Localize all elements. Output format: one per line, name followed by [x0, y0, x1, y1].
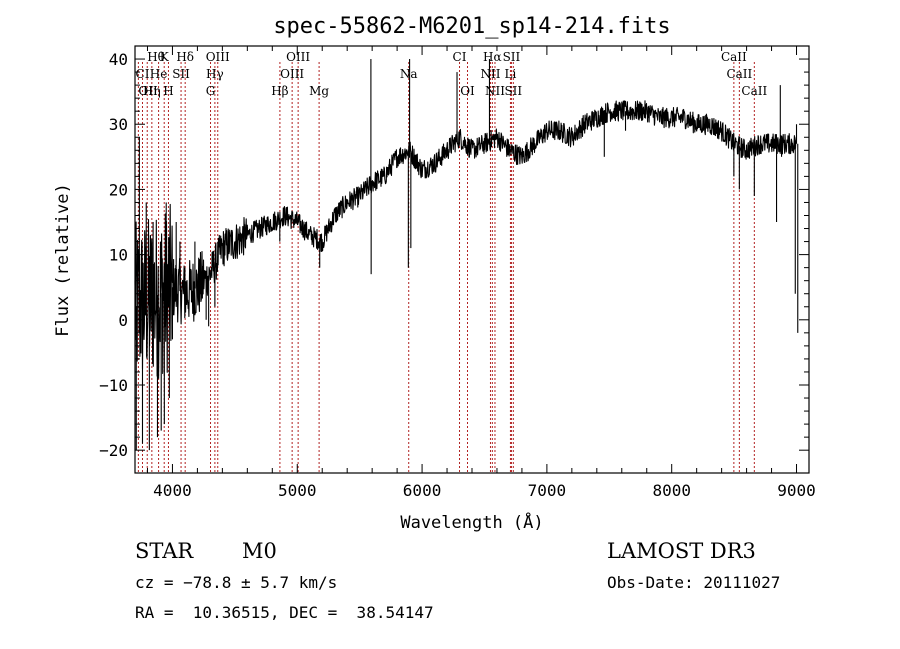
y-tick-label: 30 — [109, 115, 128, 134]
line-label: H — [163, 84, 173, 98]
redshift-value: cz = −78.8 ± 5.7 km/s — [135, 573, 338, 592]
line-label: NII — [480, 67, 500, 81]
line-label: Hη — [143, 84, 161, 98]
line-label: Hθ — [147, 50, 165, 64]
line-label: OII — [138, 84, 158, 98]
object-subclass: M0 — [242, 539, 277, 563]
y-tick-label: 0 — [118, 311, 128, 330]
line-label: OIII — [280, 67, 304, 81]
x-tick-label: 8000 — [652, 481, 691, 500]
observation-date: Obs-Date: 20111027 — [607, 573, 781, 592]
line-label: Hβ — [271, 84, 288, 98]
line-label: SII — [504, 84, 522, 98]
survey-name: LAMOST DR3 — [607, 539, 756, 563]
line-label: CI — [136, 67, 150, 81]
line-label: OIII — [206, 50, 230, 64]
x-tick-label: 7000 — [528, 481, 567, 500]
x-axis-label: Wavelength (Å) — [400, 511, 543, 533]
line-label: Hα — [483, 50, 502, 64]
line-label: NII — [485, 84, 505, 98]
line-label: K — [160, 50, 170, 64]
chart-title: spec-55862-M6201_sp14-214.fits — [273, 14, 670, 39]
sky-coordinates: RA = 10.36515, DEC = 38.54147 — [135, 603, 434, 622]
line-label: CI — [453, 50, 467, 64]
line-label: Hδ — [176, 50, 194, 64]
spectrum-line — [134, 100, 797, 379]
line-label: SII — [503, 50, 521, 64]
x-tick-label: 5000 — [278, 481, 317, 500]
line-label: CaII — [726, 67, 752, 81]
line-label: CaII — [721, 50, 747, 64]
line-label: SII — [172, 67, 190, 81]
x-tick-label: 9000 — [777, 481, 816, 500]
plot-frame — [134, 45, 810, 474]
line-label: Na — [400, 67, 418, 81]
line-label: Li — [505, 67, 517, 81]
line-label: OIII — [286, 50, 310, 64]
line-label: Mg — [309, 84, 329, 98]
axis-ticks: 4000 5000 6000 7000 8000 9000 −20 −10 0 10 20 30 40 — [99, 46, 816, 500]
line-label: CaII — [741, 84, 767, 98]
line-label: G — [206, 84, 216, 98]
y-tick-label: 10 — [109, 246, 128, 265]
line-label: OI — [460, 84, 475, 98]
line-label: Hγ — [206, 67, 224, 81]
x-tick-label: 4000 — [153, 481, 192, 500]
y-tick-label: 40 — [109, 50, 128, 69]
y-tick-label: −20 — [99, 441, 128, 460]
x-tick-label: 6000 — [403, 481, 442, 500]
spectrum-spikes — [135, 59, 799, 451]
line-label: He — [150, 67, 168, 81]
y-axis-label: Flux (relative) — [53, 183, 73, 337]
y-tick-label: −10 — [99, 376, 128, 395]
object-class: STAR — [135, 539, 194, 563]
y-tick-label: 20 — [109, 180, 128, 199]
